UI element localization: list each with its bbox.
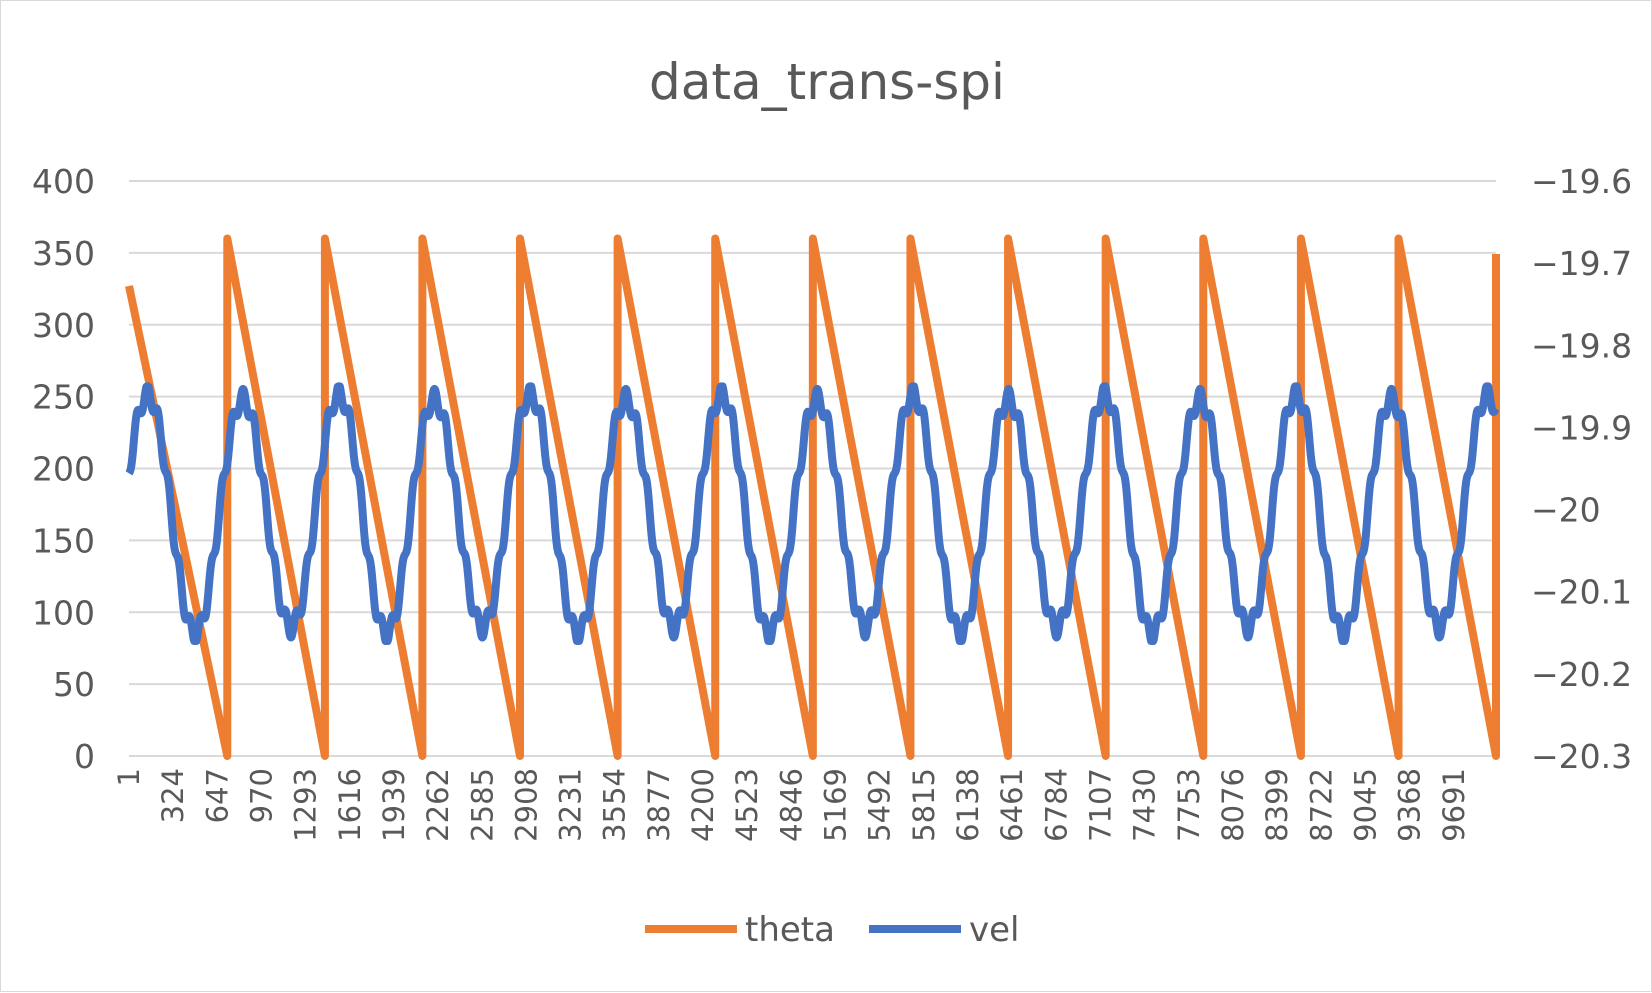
x-tick-label: 4846 bbox=[774, 768, 808, 842]
chart-title: data_trans-spi bbox=[649, 53, 1005, 111]
left-y-tick-label: 250 bbox=[32, 378, 95, 417]
x-tick-label: 4523 bbox=[730, 768, 764, 842]
x-tick-label: 6461 bbox=[995, 768, 1029, 842]
left-y-tick-label: 50 bbox=[53, 665, 95, 704]
left-y-tick-label: 350 bbox=[32, 234, 95, 273]
series-group bbox=[125, 234, 1500, 760]
x-axis: 1 324 647 970 1293 1616 1939 2262 2585 2908 3231 35… bbox=[112, 768, 1471, 842]
x-tick-label: 2585 bbox=[465, 768, 499, 842]
left-y-tick-label: 0 bbox=[74, 737, 95, 776]
x-tick-label: 9368 bbox=[1393, 768, 1427, 842]
series-theta-line bbox=[125, 234, 1500, 760]
x-tick-label: 970 bbox=[244, 768, 278, 823]
right-y-axis: −20.3 −20.2 −20.1 −20 −19.9 −19.8 −19.7 −19.6 bbox=[1531, 162, 1632, 776]
x-tick-label: 647 bbox=[200, 768, 234, 823]
left-y-tick-label: 400 bbox=[32, 162, 95, 201]
x-tick-label: 1939 bbox=[377, 768, 411, 842]
x-tick-label: 3877 bbox=[642, 768, 676, 842]
x-tick-label: 324 bbox=[156, 768, 190, 823]
x-tick-label: 5492 bbox=[863, 768, 897, 842]
x-tick-label: 6784 bbox=[1039, 768, 1073, 842]
x-tick-label: 7107 bbox=[1083, 768, 1117, 842]
x-tick-label: 8722 bbox=[1304, 768, 1338, 842]
right-y-tick-label: −19.6 bbox=[1531, 162, 1632, 201]
legend: theta vel bbox=[645, 910, 1020, 950]
x-tick-label: 3554 bbox=[598, 768, 632, 842]
x-tick-label: 1 bbox=[112, 768, 146, 786]
right-y-tick-label: −19.9 bbox=[1531, 408, 1632, 447]
legend-label-theta: theta bbox=[745, 910, 835, 950]
x-tick-label: 5815 bbox=[907, 768, 941, 842]
right-y-tick-label: −19.8 bbox=[1531, 326, 1632, 365]
x-tick-label: 7430 bbox=[1128, 768, 1162, 842]
x-tick-label: 7753 bbox=[1172, 768, 1206, 842]
x-tick-label: 8076 bbox=[1216, 768, 1250, 842]
x-tick-label: 4200 bbox=[686, 768, 720, 842]
left-y-tick-label: 100 bbox=[32, 593, 95, 632]
legend-label-vel: vel bbox=[969, 910, 1020, 950]
x-tick-label: 5169 bbox=[819, 768, 853, 842]
right-y-tick-label: −20.3 bbox=[1531, 737, 1632, 776]
x-tick-label: 9691 bbox=[1437, 768, 1471, 842]
left-y-tick-label: 150 bbox=[32, 521, 95, 560]
left-y-axis: 0 50 100 150 200 250 300 350 400 bbox=[32, 162, 95, 776]
series-vel-line bbox=[125, 382, 1500, 645]
right-y-tick-label: −20 bbox=[1531, 491, 1601, 530]
x-tick-label: 6138 bbox=[951, 768, 985, 842]
left-y-tick-label: 300 bbox=[32, 306, 95, 345]
x-tick-label: 1293 bbox=[289, 768, 323, 842]
left-y-tick-label: 200 bbox=[32, 450, 95, 489]
x-tick-label: 9045 bbox=[1348, 768, 1382, 842]
x-tick-label: 1616 bbox=[333, 768, 367, 842]
right-y-tick-label: −19.7 bbox=[1531, 244, 1632, 283]
right-y-tick-label: −20.1 bbox=[1531, 573, 1632, 612]
x-tick-label: 2908 bbox=[509, 768, 543, 842]
right-y-tick-label: −20.2 bbox=[1531, 655, 1632, 694]
x-tick-label: 2262 bbox=[421, 768, 455, 842]
x-tick-label: 3231 bbox=[554, 768, 588, 842]
x-tick-label: 8399 bbox=[1260, 768, 1294, 842]
